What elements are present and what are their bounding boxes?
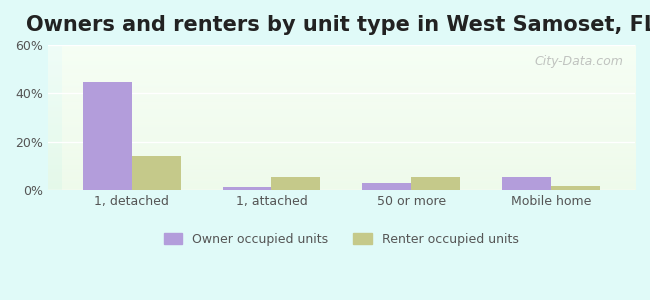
Bar: [132, 156, 181, 190]
Bar: [362, 183, 411, 190]
Title: Owners and renters by unit type in West Samoset, FL: Owners and renters by unit type in West …: [26, 15, 650, 35]
Bar: [411, 177, 460, 190]
Bar: [222, 187, 272, 190]
Bar: [551, 186, 600, 190]
Bar: [272, 177, 320, 190]
Legend: Owner occupied units, Renter occupied units: Owner occupied units, Renter occupied un…: [159, 228, 524, 251]
Bar: [83, 82, 132, 190]
Bar: [502, 177, 551, 190]
Text: City-Data.com: City-Data.com: [534, 55, 623, 68]
